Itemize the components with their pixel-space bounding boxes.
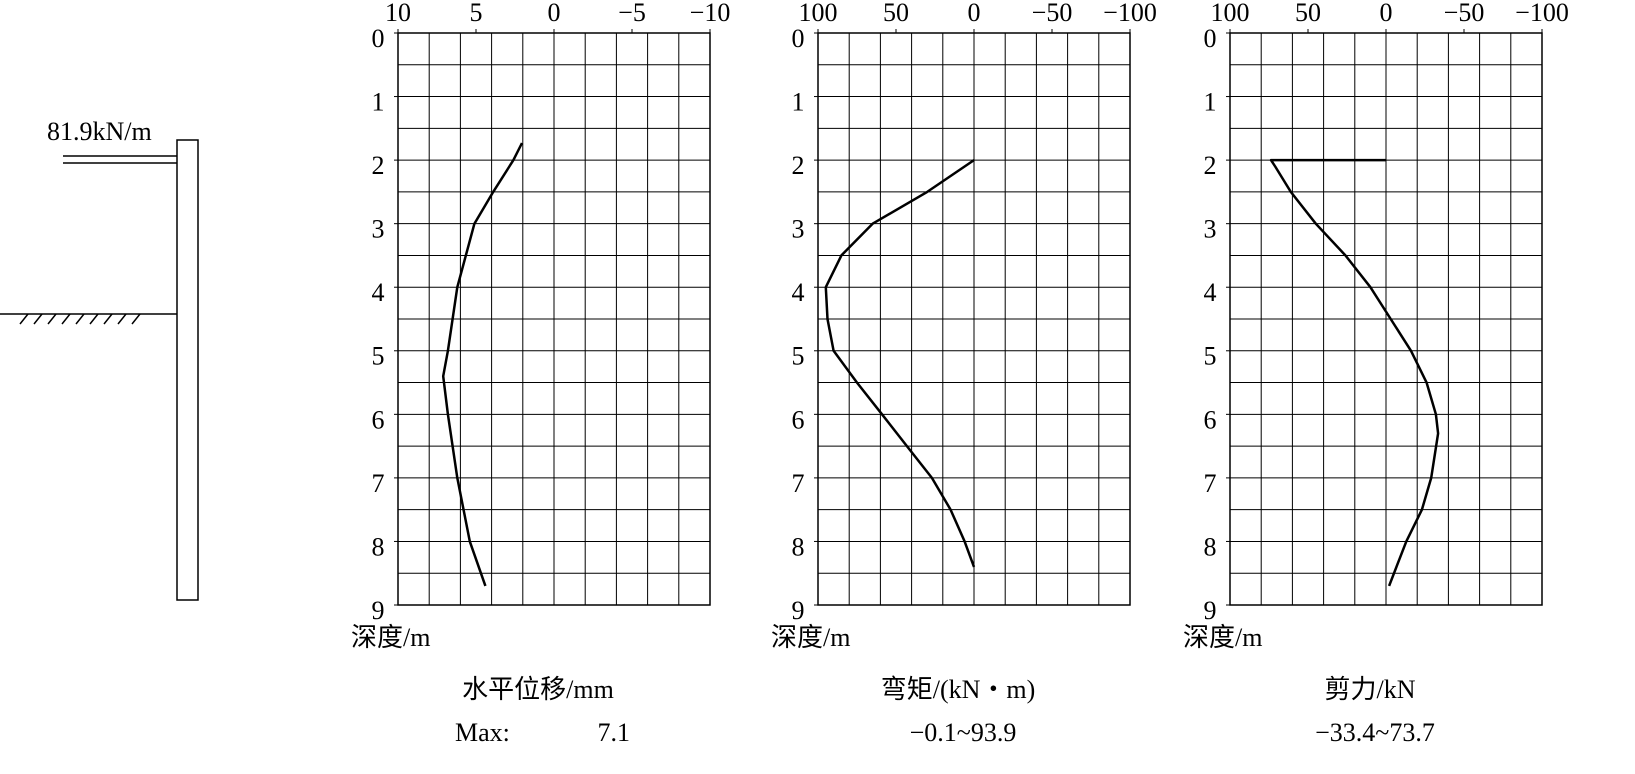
y-tick-label: 9 <box>1204 596 1217 625</box>
y-tick-label: 0 <box>792 24 805 53</box>
y-tick-label: 8 <box>792 532 805 561</box>
y-tick-label: 4 <box>792 278 805 307</box>
x-tick-label: −100 <box>1515 0 1569 27</box>
y-tick-label: 3 <box>1204 215 1217 244</box>
y-tick-label: 3 <box>372 215 385 244</box>
y-tick-label: 8 <box>1204 532 1217 561</box>
y-tick-label: 7 <box>372 469 385 498</box>
y-tick-label: 5 <box>1204 342 1217 371</box>
y-tick-label: 2 <box>372 151 385 180</box>
y-tick-label: 4 <box>372 278 385 307</box>
y-axis-label: 深度/m <box>351 623 430 652</box>
x-tick-label: 0 <box>1380 0 1393 27</box>
note-label: Max: <box>455 718 510 747</box>
x-tick-label: 50 <box>883 0 909 27</box>
x-tick-label: −5 <box>618 0 646 27</box>
y-tick-label: 1 <box>792 88 805 117</box>
y-tick-label: 2 <box>1204 151 1217 180</box>
y-tick-label: 1 <box>372 88 385 117</box>
y-tick-label: 6 <box>792 405 805 434</box>
y-tick-label: 9 <box>372 596 385 625</box>
x-tick-label: 0 <box>548 0 561 27</box>
wall-diagram: 81.9kN/m <box>0 117 199 601</box>
y-tick-label: 6 <box>372 405 385 434</box>
y-axis-label: 深度/m <box>771 623 850 652</box>
y-tick-label: 9 <box>792 596 805 625</box>
x-tick-label: 100 <box>1211 0 1250 27</box>
y-tick-label: 6 <box>1204 405 1217 434</box>
curve <box>1269 158 1440 587</box>
y-axis-label: 深度/m <box>1183 623 1262 652</box>
ground-hatch <box>19 313 141 325</box>
note: 7.1 <box>598 718 631 747</box>
y-tick-label: 0 <box>1204 24 1217 53</box>
x-tick-label: 50 <box>1295 0 1321 27</box>
x-tick-label: 100 <box>799 0 838 27</box>
x-axis-label: 水平位移/mm <box>462 675 614 704</box>
y-tick-label: 8 <box>372 532 385 561</box>
load-label: 81.9kN/m <box>47 117 152 146</box>
y-tick-label: 2 <box>792 151 805 180</box>
y-tick-label: 0 <box>372 24 385 53</box>
y-tick-label: 7 <box>1204 469 1217 498</box>
x-axis-label: 剪力/kN <box>1324 675 1415 704</box>
y-tick-label: 5 <box>372 342 385 371</box>
x-tick-label: −50 <box>1032 0 1073 27</box>
y-tick-label: 3 <box>792 215 805 244</box>
curve <box>824 159 976 568</box>
x-axis-label: 弯矩/(kN・m) <box>881 675 1036 704</box>
x-tick-label: −50 <box>1444 0 1485 27</box>
y-tick-label: 5 <box>792 342 805 371</box>
x-tick-label: 0 <box>968 0 981 27</box>
wall <box>176 139 199 601</box>
x-tick-label: −10 <box>690 0 731 27</box>
x-tick-label: −100 <box>1103 0 1157 27</box>
curve <box>441 142 524 587</box>
x-tick-label: 10 <box>385 0 411 27</box>
y-tick-label: 1 <box>1204 88 1217 117</box>
note: −0.1~93.9 <box>910 718 1017 747</box>
x-tick-label: 5 <box>470 0 483 27</box>
note: −33.4~73.7 <box>1315 718 1435 747</box>
y-tick-label: 4 <box>1204 278 1217 307</box>
y-tick-label: 7 <box>792 469 805 498</box>
